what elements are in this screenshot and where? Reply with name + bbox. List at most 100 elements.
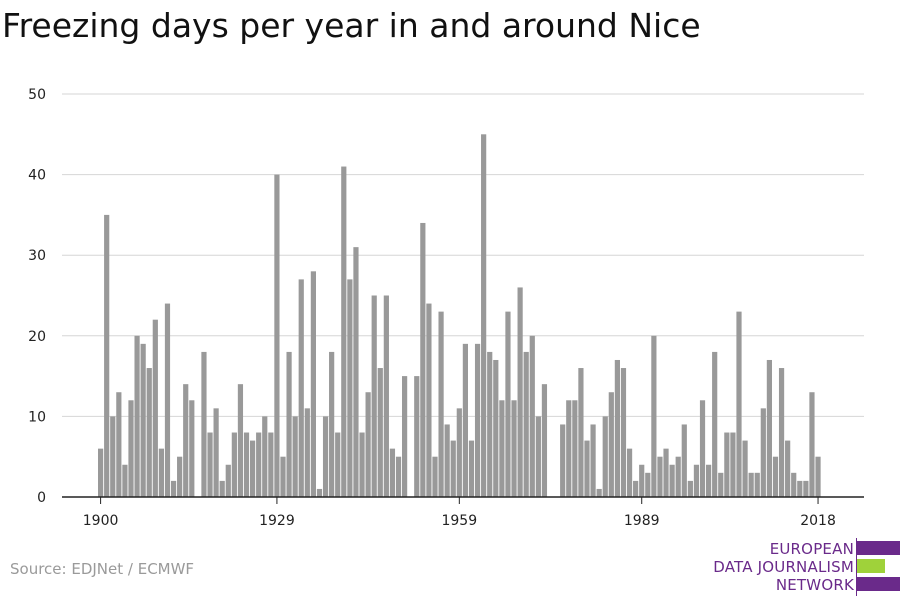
bar-1997 xyxy=(687,480,693,497)
bar-1917 xyxy=(201,351,207,497)
bar-2004 xyxy=(730,432,736,497)
bar-1961 xyxy=(468,440,475,497)
bar-2018 xyxy=(815,456,821,497)
bar-2014 xyxy=(791,472,797,497)
bar-1930 xyxy=(280,456,286,497)
bar-1956 xyxy=(438,311,444,497)
bar-1906 xyxy=(134,335,140,497)
bar-1900 xyxy=(98,448,104,497)
logo-line-1: EUROPEAN xyxy=(769,540,854,558)
bar-2003 xyxy=(724,432,730,497)
bar-1948 xyxy=(389,448,396,497)
bar-1919 xyxy=(213,408,219,497)
logo-bar-3 xyxy=(857,577,900,591)
bar-1926 xyxy=(256,432,262,497)
y-tick-label: 10 xyxy=(28,409,46,425)
bar-1921 xyxy=(225,464,231,497)
logo-divider xyxy=(856,538,857,596)
bar-1954 xyxy=(426,303,432,497)
bar-2011 xyxy=(772,456,779,497)
bar-1957 xyxy=(444,424,450,497)
y-tick-label: 20 xyxy=(28,329,46,345)
bar-1944 xyxy=(365,392,371,497)
bar-1942 xyxy=(353,247,359,497)
bar-1983 xyxy=(602,416,608,497)
bar-1928 xyxy=(268,432,274,497)
bar-1999 xyxy=(699,400,706,497)
bar-1936 xyxy=(316,488,323,497)
bar-1932 xyxy=(292,416,298,497)
bar-1969 xyxy=(517,287,523,497)
bar-1952 xyxy=(414,376,420,497)
bar-2016 xyxy=(803,480,809,497)
bar-2005 xyxy=(736,311,742,497)
bar-1908 xyxy=(146,368,152,497)
bar-1978 xyxy=(572,400,578,497)
bar-1960 xyxy=(462,343,468,497)
logo-line-2: DATA JOURNALISM xyxy=(713,558,854,576)
bars xyxy=(98,134,821,498)
bar-1996 xyxy=(681,424,687,497)
logo-bar-2 xyxy=(857,559,885,573)
bar-1962 xyxy=(474,343,481,497)
bar-1985 xyxy=(614,359,620,497)
bar-1949 xyxy=(395,456,402,497)
bar-1946 xyxy=(377,368,383,497)
bar-1950 xyxy=(402,376,408,497)
bar-1905 xyxy=(128,400,134,497)
gridlines xyxy=(62,93,864,417)
bar-1977 xyxy=(566,400,572,497)
bar-1913 xyxy=(177,456,183,497)
bar-1971 xyxy=(529,335,535,497)
bar-1943 xyxy=(359,432,365,497)
bar-1984 xyxy=(608,392,614,497)
bar-1902 xyxy=(110,416,116,497)
bar-1938 xyxy=(329,351,335,497)
bar-1934 xyxy=(304,408,310,497)
bar-1966 xyxy=(499,400,505,497)
bar-1929 xyxy=(274,174,280,497)
bar-1973 xyxy=(541,384,548,497)
bar-1911 xyxy=(164,303,171,497)
x-tick-label: 1929 xyxy=(259,513,295,529)
source-note: Source: EDJNet / ECMWF xyxy=(10,560,195,578)
bar-1935 xyxy=(310,271,316,497)
x-tick-label: 2018 xyxy=(800,513,836,529)
bar-1998 xyxy=(693,464,700,497)
bar-1914 xyxy=(183,384,189,497)
bar-2012 xyxy=(778,368,785,497)
bar-1980 xyxy=(584,440,590,497)
x-tick-label: 1989 xyxy=(624,513,660,529)
bar-1927 xyxy=(262,416,268,497)
bar-1993 xyxy=(663,448,669,497)
bar-1995 xyxy=(675,456,681,497)
bar-2001 xyxy=(712,351,718,497)
bar-1920 xyxy=(219,480,225,497)
bar-1915 xyxy=(189,400,195,497)
bar-1987 xyxy=(626,448,633,497)
bar-1923 xyxy=(237,384,244,497)
bar-2000 xyxy=(706,464,712,497)
y-tick-label: 40 xyxy=(28,168,46,184)
bar-2006 xyxy=(742,440,748,497)
bar-1965 xyxy=(493,359,499,497)
bar-1968 xyxy=(511,400,517,497)
y-axis-ticks: 0 10 20 30 40 50 xyxy=(28,87,46,506)
x-tick-label: 1959 xyxy=(441,513,477,529)
bar-2013 xyxy=(785,440,791,497)
bar-1986 xyxy=(620,368,627,497)
bar-1918 xyxy=(207,432,213,497)
bar-1924 xyxy=(243,432,250,497)
bar-2002 xyxy=(718,472,724,497)
bar-1925 xyxy=(250,440,256,497)
bar-1972 xyxy=(535,416,541,497)
bar-1988 xyxy=(633,480,639,497)
y-tick-label: 30 xyxy=(28,248,46,264)
bar-1909 xyxy=(152,319,158,497)
bar-1912 xyxy=(170,480,177,497)
bar-1958 xyxy=(450,440,456,497)
bar-1901 xyxy=(104,214,110,497)
bar-1963 xyxy=(481,134,487,498)
chart-title: Freezing days per year in and around Nic… xyxy=(2,6,701,45)
bar-2008 xyxy=(754,472,760,497)
